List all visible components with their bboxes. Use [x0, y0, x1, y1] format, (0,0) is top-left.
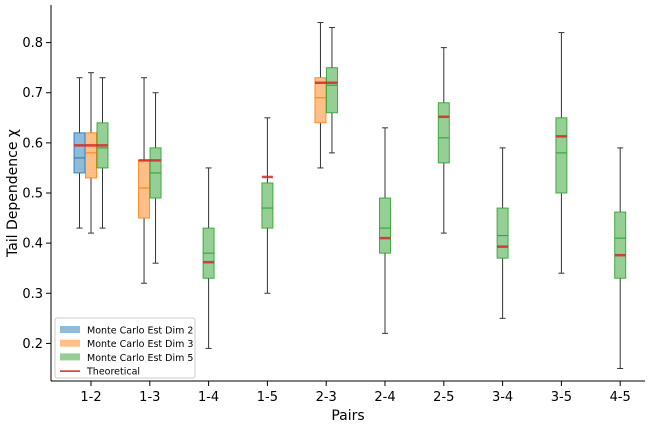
- box-iqr: [496, 207, 509, 259]
- box-3-5-monte-carlo-est-dim-5: [555, 32, 568, 274]
- legend-frame: [54, 317, 196, 379]
- box-iqr: [379, 197, 391, 254]
- ticks: 0.2 0.3 0.4 0.5 0.6 0.7 0.8 1-2 1-3 1-4 1-5 2-3 2-4 2…: [22, 36, 631, 405]
- legend-swatch: [60, 353, 80, 361]
- y-tick-label: 0.8: [22, 36, 43, 51]
- box-3-4-monte-carlo-est-dim-5: [496, 147, 509, 319]
- box-2-5-monte-carlo-est-dim-5: [437, 47, 450, 234]
- y-tick-label: 0.6: [22, 136, 43, 151]
- x-tick-label: 1-3: [139, 390, 160, 405]
- box-iqr: [73, 132, 86, 174]
- x-tick-label: 3-5: [551, 390, 572, 405]
- legend-label: Theoretical: [86, 367, 140, 378]
- box-iqr: [85, 132, 97, 179]
- box-iqr: [314, 77, 327, 124]
- box-1-2-monte-carlo-est-dim-3: [85, 72, 97, 234]
- legend-swatch: [60, 339, 80, 347]
- x-tick-label: 2-5: [433, 390, 454, 405]
- y-axis-title: Tail Dependence χ: [5, 129, 21, 258]
- box-iqr: [138, 159, 151, 219]
- x-tick-label: 1-5: [257, 390, 278, 405]
- box-iqr: [614, 211, 627, 279]
- legend-label: Monte Carlo Est Dim 3: [87, 339, 193, 350]
- legend: Monte Carlo Est Dim 2 Monte Carlo Est Dim…: [54, 317, 196, 379]
- box-iqr: [555, 117, 568, 194]
- box-1-2-monte-carlo-est-dim-2: [73, 77, 86, 229]
- box-iqr: [261, 182, 274, 229]
- box-2-4-monte-carlo-est-dim-5: [379, 127, 391, 334]
- box-2-3-monte-carlo-est-dim-3: [314, 22, 327, 169]
- legend-swatch: [60, 326, 80, 333]
- box-4-5-monte-carlo-est-dim-5: [614, 147, 627, 369]
- x-tick-label: 1-4: [198, 390, 219, 405]
- plot-area: [73, 22, 627, 369]
- y-tick-label: 0.3: [22, 287, 43, 302]
- box-2-3-monte-carlo-est-dim-5: [325, 27, 338, 154]
- y-tick-label: 0.2: [22, 337, 43, 352]
- y-tick-label: 0.5: [22, 187, 43, 202]
- x-tick-label: 4-5: [610, 390, 631, 405]
- legend-label: Monte Carlo Est Dim 2: [87, 326, 193, 337]
- x-tick-label: 2-4: [374, 390, 395, 405]
- box-1-5-monte-carlo-est-dim-5: [261, 117, 274, 294]
- y-tick-label: 0.7: [22, 86, 43, 101]
- x-tick-label: 3-4: [492, 390, 513, 405]
- x-tick-label: 1-2: [80, 390, 101, 405]
- x-axis-title: Pairs: [331, 408, 364, 424]
- box-iqr: [325, 67, 338, 114]
- legend-label: Monte Carlo Est Dim 5: [87, 353, 193, 364]
- y-tick-label: 0.4: [22, 237, 43, 252]
- box-1-3-monte-carlo-est-dim-5: [149, 92, 162, 264]
- box-1-4-monte-carlo-est-dim-5: [202, 167, 215, 349]
- x-tick-label: 2-3: [316, 390, 337, 405]
- box-iqr: [437, 102, 450, 164]
